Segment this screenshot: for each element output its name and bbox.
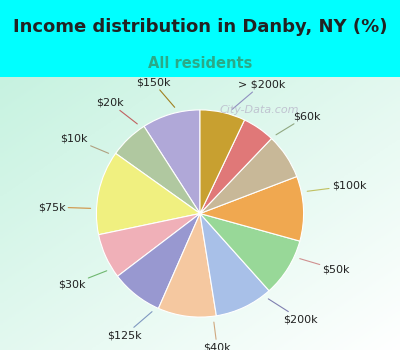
Text: City-Data.com: City-Data.com <box>220 105 299 115</box>
Wedge shape <box>200 214 300 291</box>
Text: $40k: $40k <box>203 322 231 350</box>
Text: > $200k: > $200k <box>232 79 285 109</box>
Wedge shape <box>96 153 200 235</box>
Text: $10k: $10k <box>60 134 108 153</box>
Wedge shape <box>118 214 200 308</box>
Wedge shape <box>144 110 200 214</box>
Wedge shape <box>158 214 216 317</box>
Text: $20k: $20k <box>96 98 137 124</box>
Wedge shape <box>200 110 244 214</box>
Wedge shape <box>98 214 200 276</box>
Text: $200k: $200k <box>268 299 318 324</box>
Text: $125k: $125k <box>108 312 152 340</box>
Wedge shape <box>116 126 200 214</box>
Wedge shape <box>200 214 269 316</box>
Text: $150k: $150k <box>136 77 175 107</box>
Text: $100k: $100k <box>307 181 366 191</box>
Text: $60k: $60k <box>276 111 320 135</box>
Wedge shape <box>200 120 272 214</box>
Wedge shape <box>200 139 297 214</box>
Wedge shape <box>200 176 304 241</box>
Text: Income distribution in Danby, NY (%): Income distribution in Danby, NY (%) <box>13 18 387 36</box>
Text: All residents: All residents <box>148 56 252 71</box>
Text: $30k: $30k <box>58 271 107 289</box>
Text: $75k: $75k <box>38 202 91 212</box>
Text: $50k: $50k <box>300 259 350 274</box>
